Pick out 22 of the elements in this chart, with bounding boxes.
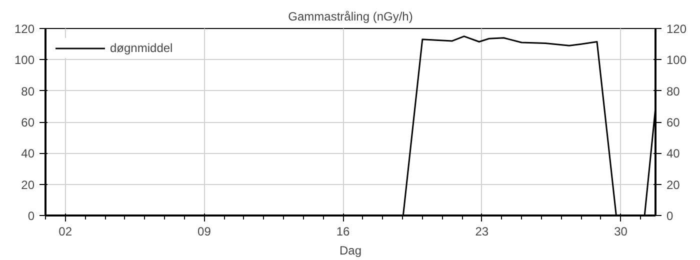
y2-tick-label: 0: [666, 209, 674, 223]
legend-label: døgnmiddel: [110, 41, 173, 55]
y-tick-label: 40: [21, 146, 35, 161]
y-tick-label: 100: [14, 53, 35, 68]
y2-tick-label: 100: [666, 53, 687, 68]
x-axis-title: Dag: [339, 244, 362, 258]
y-tick-label: 80: [21, 84, 35, 98]
y-tick-label: 120: [14, 22, 35, 36]
y2-tick-label: 20: [666, 178, 680, 192]
y2-tick-label: 40: [666, 146, 680, 161]
y-tick-label: 20: [21, 178, 35, 192]
y-tick-label: 0: [28, 209, 35, 223]
x-tick-label: 09: [198, 224, 212, 238]
y-tick-label: 60: [21, 116, 35, 130]
y2-tick-label: 80: [666, 84, 680, 98]
chart-title: Gammastråling (nGy/h): [288, 10, 413, 24]
x-tick-label: 02: [58, 224, 72, 238]
x-tick-label: 23: [475, 224, 489, 238]
x-tick-label: 30: [614, 224, 628, 238]
y2-tick-label: 60: [666, 116, 680, 130]
x-tick-label: 16: [336, 224, 350, 238]
y2-tick-label: 120: [666, 22, 687, 36]
